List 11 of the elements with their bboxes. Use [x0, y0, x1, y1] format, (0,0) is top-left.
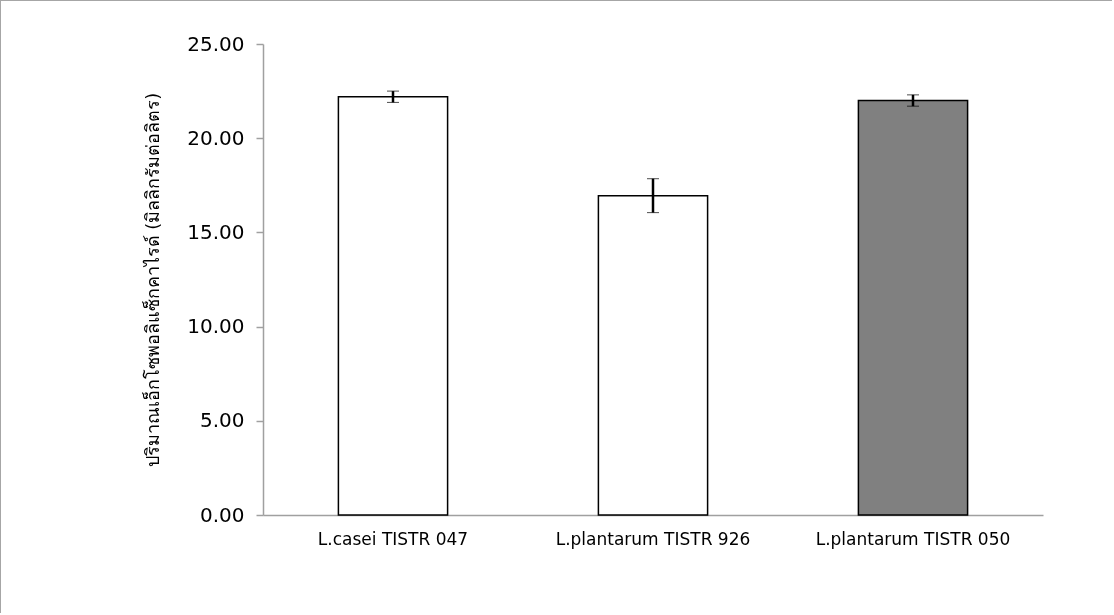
- y-tick-label: 25.00: [187, 31, 245, 56]
- x-tick-label: L.plantarum TISTR 050: [815, 528, 1011, 549]
- y-axis-title: ปริมาณเอ็กโซพอลิแซ็กคาไรด์ (มิลลิกรัมต่อลิตร): [141, 92, 164, 468]
- y-tick-label: 10.00: [187, 314, 245, 339]
- y-tick-label: 20.00: [187, 125, 245, 150]
- y-tick-label: 5.00: [199, 408, 245, 433]
- bar: [857, 99, 969, 516]
- y-tick-label: 0.00: [199, 502, 245, 527]
- y-tick-label: 15.00: [187, 219, 245, 244]
- x-tick-label: L.casei TISTR 047: [317, 528, 469, 549]
- x-tick-label: L.plantarum TISTR 926: [555, 528, 751, 549]
